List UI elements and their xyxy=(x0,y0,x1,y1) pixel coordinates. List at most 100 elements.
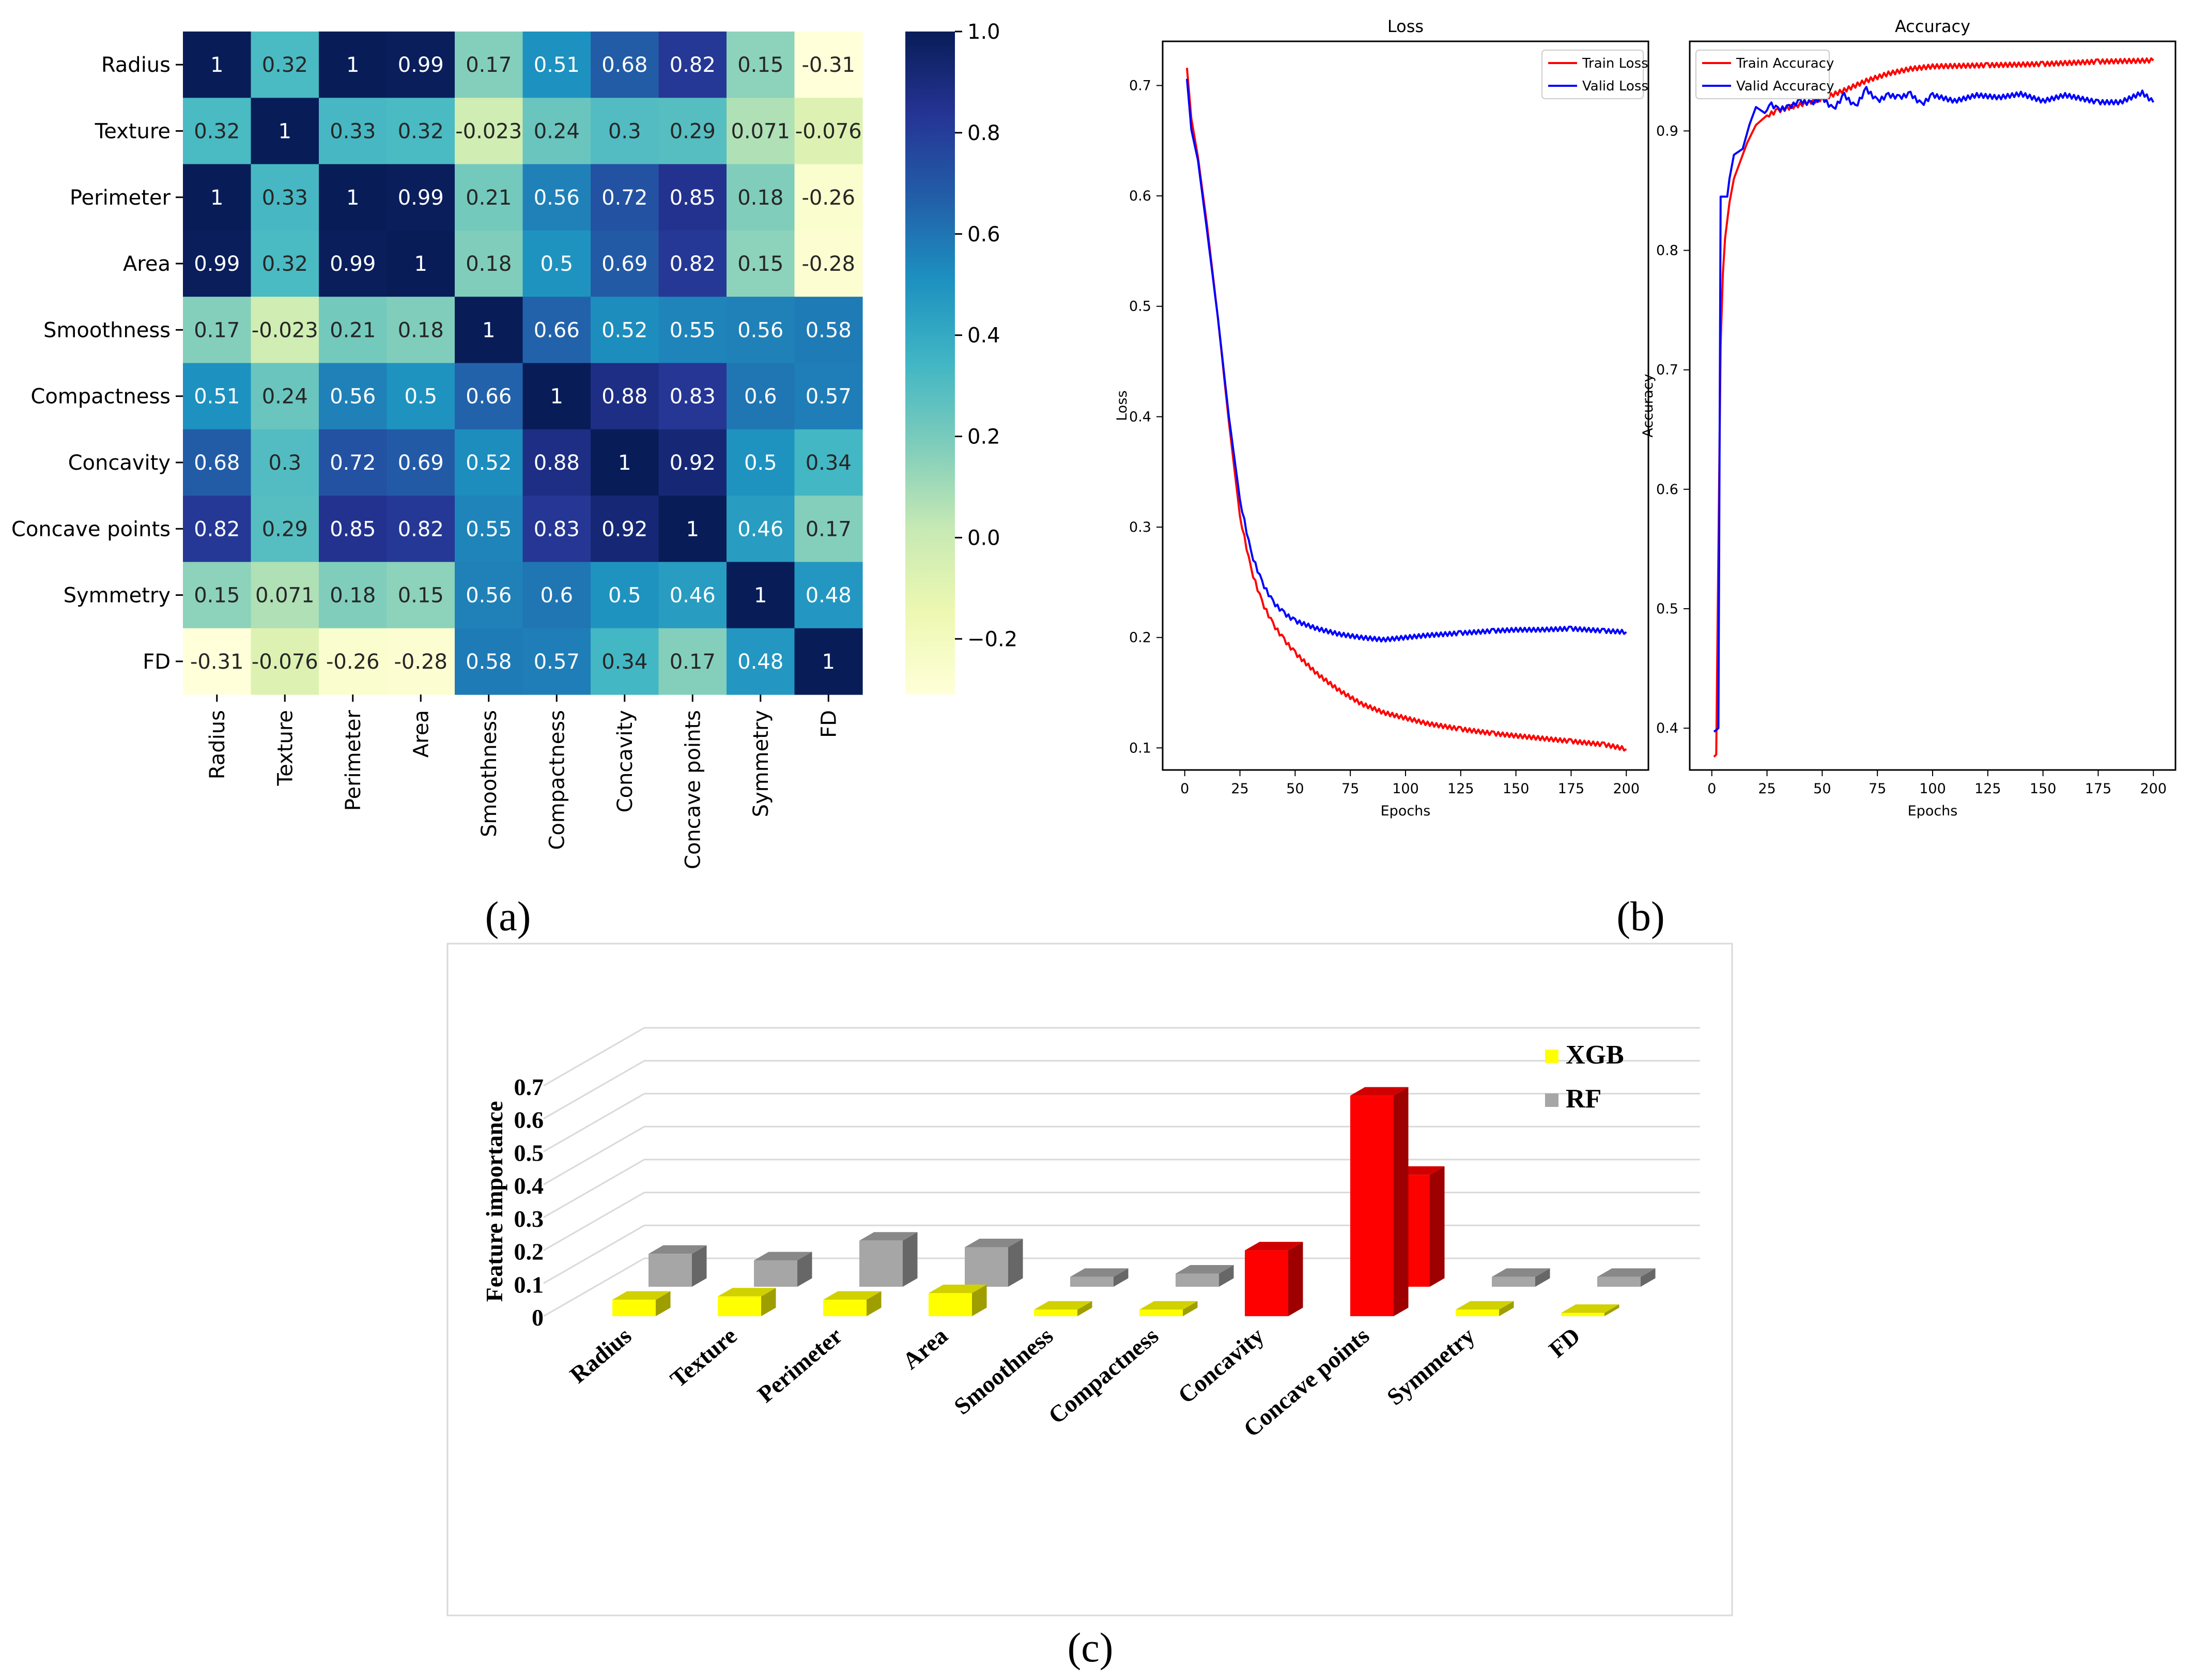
heatmap-cell xyxy=(727,628,795,695)
loss-x-tick-label: 200 xyxy=(1613,781,1640,797)
bar-xgb-concavity-front xyxy=(1245,1250,1288,1316)
heatmap-cell-label: 0.17 xyxy=(670,650,716,674)
heatmap-cell xyxy=(658,363,727,430)
colorbar-tick-label: 0.8 xyxy=(967,121,1000,145)
heatmap-cell xyxy=(251,628,319,695)
accuracy-title: Accuracy xyxy=(1895,17,1970,36)
bar-ylabel: Feature importance xyxy=(481,1101,507,1302)
heatmap-cell xyxy=(183,628,252,695)
bar-rf-compactness-side xyxy=(1219,1265,1234,1287)
heatmap-cell-label: -0.076 xyxy=(252,650,318,674)
bar-xgb-area xyxy=(929,1284,987,1316)
legend-label-xgb: XGB xyxy=(1566,1040,1624,1070)
heatmap-cell-label: 0.17 xyxy=(194,318,240,342)
colorbar xyxy=(905,32,955,695)
heatmap-cell xyxy=(591,562,659,629)
bar-xgb-perimeter-front xyxy=(823,1300,867,1316)
heatmap-cell xyxy=(591,230,659,297)
bar-legend: XGB RF xyxy=(1545,1040,1624,1114)
bar-xgb-radius-top xyxy=(612,1291,671,1300)
heatmap-cell-label: 1 xyxy=(346,53,359,77)
heatmap-cell xyxy=(319,297,388,364)
heatmap-cell xyxy=(251,98,319,165)
bar-marks xyxy=(612,1087,1656,1316)
bar-rf-fd-front xyxy=(1597,1276,1641,1287)
heatmap-cell-label: 0.83 xyxy=(534,517,580,541)
loss-y-tick-label: 0.7 xyxy=(1129,78,1151,94)
bar-xgb-perimeter-top xyxy=(823,1291,882,1300)
heatmap-cell xyxy=(522,32,591,98)
bar-xgb-area-side xyxy=(972,1284,987,1316)
training-curves: Loss Epochs Loss 0 25 50 75 100 125 150 175 2000… xyxy=(1114,17,2176,939)
heatmap-row-labels: Radius Texture Perimeter Area Smoothness Comp… xyxy=(11,53,183,674)
heatmap-cell xyxy=(727,562,795,629)
heatmap-cell-label: 0.32 xyxy=(398,119,444,143)
heatmap-cell xyxy=(727,297,795,364)
heatmap-cell xyxy=(794,230,863,297)
heatmap-cell xyxy=(183,429,252,496)
heatmap-cell xyxy=(522,230,591,297)
heatmap-cell xyxy=(251,363,319,430)
colorbar-tick-label: 1.0 xyxy=(967,20,1000,44)
heatmap-cell xyxy=(522,429,591,496)
heatmap-cell xyxy=(727,429,795,496)
heatmap-col-label-symmetry: Symmetry xyxy=(749,710,773,817)
heatmap-cell-label: 0.82 xyxy=(194,517,240,541)
heatmap-cell-label: 0.46 xyxy=(737,517,783,541)
heatmap-cell xyxy=(183,496,252,562)
heatmap-cell xyxy=(591,164,659,231)
heatmap-cell xyxy=(658,496,727,562)
heatmap-cell xyxy=(183,32,252,98)
accuracy-x-tick-label: 50 xyxy=(1813,781,1831,797)
accuracy-x-tick-label: 0 xyxy=(1707,781,1716,797)
bar-xgb-area-top xyxy=(929,1284,987,1293)
bar-rf-smoothness-side xyxy=(1114,1268,1129,1287)
heatmap-col-label-radius: Radius xyxy=(206,710,229,779)
heatmap-cell xyxy=(387,628,455,695)
heatmap-cell xyxy=(591,496,659,562)
heatmap-cell-label: 0.24 xyxy=(534,119,580,143)
heatmap-cell xyxy=(658,32,727,98)
heatmap-cell-label: 0.99 xyxy=(398,53,444,77)
bar-xgb-compactness-top xyxy=(1139,1301,1198,1310)
heatmap-cell-label: 0.92 xyxy=(670,451,716,475)
heatmap-cell xyxy=(319,628,388,695)
heatmap-cell-label: 0.66 xyxy=(466,385,512,409)
bar-rf-smoothness-front xyxy=(1070,1276,1114,1287)
heatmap-col-label-texture: Texture xyxy=(273,710,297,786)
heatmap-cell xyxy=(387,98,455,165)
heatmap-cell xyxy=(658,628,727,695)
heatmap-cell-label: 0.92 xyxy=(601,517,647,541)
heatmap-cell xyxy=(319,496,388,562)
heatmap-cell xyxy=(794,297,863,364)
loss-y-tick-label: 0.5 xyxy=(1129,299,1151,315)
heatmap-cell xyxy=(319,429,388,496)
bar-xgb-texture-side xyxy=(761,1288,776,1316)
bar-xgb-symmetry-side xyxy=(1499,1301,1514,1316)
accuracy-chart: Accuracy Epochs Accuracy 0 25 50 75 100 125 15… xyxy=(1640,17,2176,819)
bar-rf-concave-points-side xyxy=(1430,1166,1445,1287)
heatmap-cell-label: 0.72 xyxy=(330,451,376,475)
bar-y-tick-label: 0.3 xyxy=(514,1206,544,1232)
heatmap-cell-label: -0.28 xyxy=(394,650,448,674)
heatmap-cell xyxy=(387,496,455,562)
heatmap-cell-label: 0.82 xyxy=(398,517,444,541)
heatmap-col-label-concave-points: Concave points xyxy=(681,710,705,869)
legend-label-train-accuracy: Train Accuracy xyxy=(1736,56,1834,71)
heatmap-cell-label: 0.69 xyxy=(601,252,647,276)
accuracy-x-tick-label: 125 xyxy=(1974,781,2001,797)
bar-rf-area-front xyxy=(965,1247,1008,1287)
accuracy-axis-ticks: 0 25 50 75 100 125 150 175 200 0.4 0.5 0.6 0.7 0.8 0.9 xyxy=(1656,123,2167,797)
heatmap-cell xyxy=(251,230,319,297)
heatmap-cell xyxy=(319,363,388,430)
bar-rf-symmetry-side xyxy=(1535,1268,1550,1287)
heatmap-cell xyxy=(455,297,523,364)
heatmap-cell-label: 0.68 xyxy=(194,451,240,475)
heatmap-col-label-compactness: Compactness xyxy=(545,710,569,850)
heatmap-cell xyxy=(591,32,659,98)
heatmap-cell xyxy=(455,32,523,98)
bar-rf-fd-top xyxy=(1597,1268,1656,1277)
bar-xgb-fd-side xyxy=(1604,1304,1619,1316)
accuracy-y-tick-label: 0.7 xyxy=(1656,362,1678,378)
heatmap-cell-label: 0.88 xyxy=(601,385,647,409)
